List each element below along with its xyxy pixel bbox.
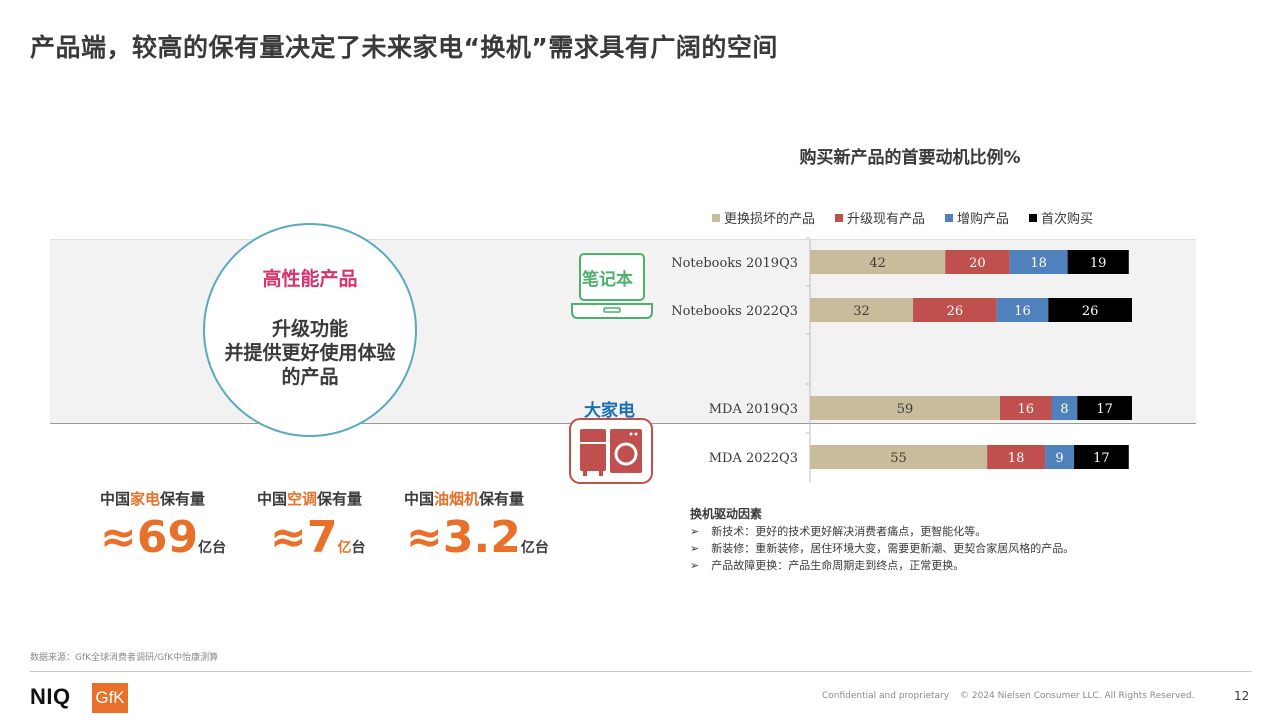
data-label: 55	[890, 451, 907, 466]
bar-segment	[1045, 445, 1075, 469]
legend-item: 增购产品	[945, 208, 1009, 227]
data-label: 18	[1008, 451, 1025, 466]
driver-item: ➢ 新技术：更好的技术更好解决消费者痛点，更智能化等。	[690, 525, 987, 538]
category-label: MDA 2022Q3	[709, 451, 798, 466]
category-label: Notebooks 2022Q3	[671, 304, 798, 319]
concept-circle	[203, 223, 417, 437]
bar-segment	[1067, 250, 1129, 274]
data-source: 数据来源：GfK全球消费者调研/GfK中怡康测算	[30, 653, 219, 663]
appliance-icon	[569, 418, 653, 488]
bar-segment	[945, 250, 1010, 274]
bar-segment	[1009, 250, 1068, 274]
bar-segment	[999, 396, 1052, 420]
legend-item: 首次购买	[1029, 208, 1093, 227]
page-number: 12	[1234, 689, 1250, 703]
drivers-list: ➢ 新技术：更好的技术更好解决消费者痛点，更智能化等。 ➢ 新装修：重新装修，居住环…	[690, 523, 1074, 574]
legend-swatch	[712, 213, 720, 222]
bar-segment	[810, 250, 946, 274]
category-mda-label: 大家电	[584, 401, 635, 421]
bar-segment	[1048, 298, 1132, 322]
circle-line: 并提供更好使用体验	[224, 342, 396, 364]
data-label: 8	[1060, 402, 1068, 417]
category-notebook-label: 笔记本	[582, 270, 633, 290]
circle-body: 升级功能 并提供更好使用体验 的产品	[203, 317, 417, 389]
bar-segment	[1077, 396, 1132, 420]
bar-segment	[1051, 396, 1078, 420]
data-label: 18	[1030, 256, 1047, 271]
data-label: 19	[1090, 256, 1107, 271]
data-label: 17	[1093, 451, 1110, 466]
gfk-logo: GfK	[92, 683, 128, 713]
stat-label-hood: 中国油烟机保有量	[404, 490, 525, 508]
data-label: 16	[1014, 304, 1031, 319]
bar-segment	[810, 445, 988, 469]
data-label: 17	[1096, 402, 1113, 417]
bar-segment	[1074, 445, 1129, 469]
footer-divider	[30, 671, 1252, 672]
copyright: © 2024 Nielsen Consumer LLC. All Rights …	[960, 691, 1195, 701]
bar-segment	[810, 396, 1000, 420]
data-label: 20	[969, 256, 986, 271]
drivers-title: 换机驱动因素	[690, 507, 763, 521]
page-title: 产品端，较高的保有量决定了未来家电“换机”需求具有广阔的空间	[30, 33, 778, 62]
bullet-icon: ➢	[690, 542, 700, 555]
driver-item: ➢ 新装修：重新装修，居住环境大变，需要更新潮、更契合家居风格的产品。	[690, 542, 1075, 555]
category-label: Notebooks 2019Q3	[671, 256, 798, 271]
stat-label-ac: 中国空调保有量	[257, 490, 363, 508]
laptop-icon	[570, 252, 654, 326]
bullet-icon: ➢	[690, 559, 700, 572]
data-label: 26	[1082, 304, 1099, 319]
data-label: 16	[1017, 402, 1034, 417]
chart-legend: 更换损坏的产品 升级现有产品 增购产品 首次购买	[712, 208, 1093, 227]
circle-line: 的产品	[281, 366, 339, 388]
data-label: 9	[1055, 451, 1063, 466]
bar-segment	[810, 298, 914, 322]
niq-logo: NIQ	[30, 684, 71, 709]
bar-segment	[913, 298, 997, 322]
chart-title: 购买新产品的首要动机比例%	[799, 148, 1021, 168]
legend-item: 升级现有产品	[835, 208, 925, 227]
stat-label-appliance: 中国家电保有量	[100, 490, 206, 508]
data-label: 59	[897, 402, 914, 417]
data-label: 32	[853, 304, 870, 319]
circle-line: 升级功能	[271, 318, 348, 340]
legend-swatch	[945, 213, 954, 222]
stat-value-hood: ≈3.2亿台	[406, 512, 549, 563]
stat-value-ac: ≈7亿台	[270, 512, 366, 563]
legend-swatch	[835, 213, 844, 222]
stat-value-appliance: ≈69亿台	[100, 512, 227, 563]
data-label: 42	[869, 256, 886, 271]
bar-segment	[996, 298, 1049, 322]
circle-title: 高性能产品	[262, 268, 358, 290]
bar-segment	[987, 445, 1046, 469]
legend-swatch	[1029, 213, 1038, 222]
driver-item: ➢ 产品故障更换：产品生命周期走到终点，正常更换。	[690, 559, 965, 572]
legend-item: 更换损坏的产品	[712, 208, 815, 227]
confidential-note: Confidential and proprietary	[822, 691, 950, 701]
category-label: MDA 2019Q3	[709, 402, 798, 417]
bullet-icon: ➢	[690, 525, 700, 538]
data-label: 26	[947, 304, 964, 319]
